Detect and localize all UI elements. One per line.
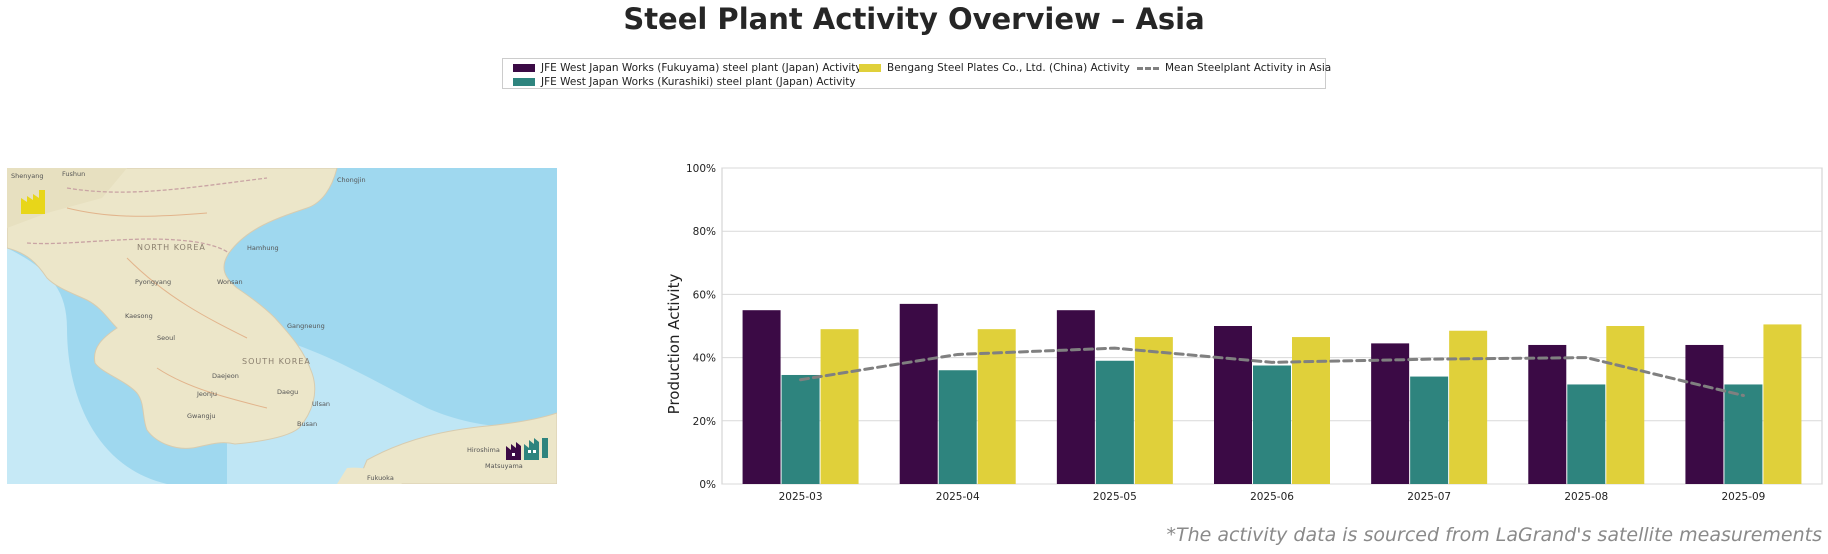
legend-item-kurashiki: JFE West Japan Works (Kurashiki) steel p…	[513, 76, 856, 88]
legend-item-mean: Mean Steelplant Activity in Asia	[1137, 62, 1331, 74]
map-kyushu-land	[337, 467, 402, 484]
map-korea-landmass	[7, 168, 338, 449]
map-road-2	[156, 367, 268, 409]
bar-fukuyama	[1528, 344, 1567, 484]
x-tick-label: 2025-03	[779, 491, 823, 503]
map-svg: NORTH KOREA SOUTH KOREA Pyongyang Seoul …	[7, 168, 557, 484]
bar-kurashiki	[1253, 365, 1291, 484]
bar-bengang	[1606, 326, 1645, 484]
legend-item-fukuyama: JFE West Japan Works (Fukuyama) steel pl…	[513, 62, 862, 74]
y-tick-label: 40%	[693, 353, 716, 365]
factory-icon-bengang	[21, 190, 45, 214]
map-label-chongjin: Chongjin	[337, 176, 366, 184]
bar-kurashiki	[1095, 360, 1134, 484]
chart-title: Steel Plant Activity Overview – Asia	[623, 2, 1205, 36]
map-label-jeonju: Jeonju	[196, 390, 217, 398]
x-tick-label: 2025-09	[1721, 491, 1765, 503]
bar-bengang	[1134, 337, 1173, 484]
map-label-fushun: Fushun	[62, 170, 85, 178]
map-label-busan: Busan	[297, 420, 317, 428]
map-label-shenyang: Shenyang	[11, 172, 43, 180]
x-tick-label: 2025-04	[936, 491, 980, 503]
y-tick-label: 0%	[699, 479, 716, 491]
bar-bengang	[1292, 337, 1330, 484]
bar-bengang	[977, 329, 1016, 484]
y-tick-label: 20%	[693, 416, 716, 428]
x-tick-label: 2025-08	[1564, 491, 1608, 503]
map-label-hiroshima: Hiroshima	[467, 446, 500, 454]
bar-bengang	[1449, 330, 1488, 484]
x-tick-label: 2025-05	[1093, 491, 1137, 503]
legend-label-bengang: Bengang Steel Plates Co., Ltd. (China) A…	[887, 62, 1130, 74]
legend-item-bengang: Bengang Steel Plates Co., Ltd. (China) A…	[859, 62, 1130, 74]
bar-bengang	[820, 329, 859, 484]
legend-line-mean	[1137, 66, 1159, 70]
map-label-daegu: Daegu	[277, 388, 298, 396]
map-label-south-korea: SOUTH KOREA	[242, 357, 311, 366]
map-label-kaesong: Kaesong	[125, 312, 153, 320]
bar-fukuyama	[1685, 344, 1724, 484]
map-label-seoul: Seoul	[157, 334, 175, 342]
y-tick-label: 100%	[686, 163, 716, 175]
bar-kurashiki	[781, 374, 820, 484]
bars-layer	[742, 303, 1802, 484]
bar-fukuyama	[899, 303, 938, 484]
x-tick-label: 2025-06	[1250, 491, 1294, 503]
legend-label-mean: Mean Steelplant Activity in Asia	[1165, 62, 1332, 74]
bar-bengang	[1763, 324, 1802, 484]
map-shallow-sea-west	[7, 248, 167, 484]
map-label-pyongyang: Pyongyang	[135, 278, 171, 286]
y-tick-label: 80%	[693, 226, 716, 238]
factory-icon-mean	[542, 438, 548, 458]
labels-layer: 0% 20% 40% 60% 80% 100% 2025-03 2025-04 2025-05 2…	[686, 163, 1765, 503]
legend: JFE West Japan Works (Fukuyama) steel pl…	[502, 58, 1331, 89]
footnote: *The activity data is sourced from LaGra…	[1166, 524, 1822, 546]
bar-fukuyama	[1056, 310, 1095, 484]
map-label-fukuoka: Fukuoka	[367, 474, 394, 482]
factory-icon-kurashiki	[524, 438, 539, 460]
map-label-ulsan: Ulsan	[312, 400, 330, 408]
bar-fukuyama	[742, 310, 781, 484]
y-tick-label: 60%	[693, 289, 716, 301]
map-label-daejeon: Daejeon	[212, 372, 239, 380]
map-label-wonsan: Wonsan	[217, 278, 243, 286]
bar-kurashiki	[938, 370, 977, 484]
bar-kurashiki	[1410, 376, 1449, 484]
map-label-gwangju: Gwangju	[187, 412, 216, 420]
map-road-1	[126, 257, 248, 339]
legend-swatch-kurashiki	[513, 78, 535, 86]
map-japan-land	[356, 412, 557, 484]
mean-activity-line	[799, 346, 1745, 398]
map-border-china-dprk	[66, 177, 268, 193]
bar-kurashiki	[1567, 384, 1606, 484]
map-label-gangneung: Gangneung	[287, 322, 325, 330]
legend-label-fukuyama: JFE West Japan Works (Fukuyama) steel pl…	[541, 62, 862, 74]
map-panel: NORTH KOREA SOUTH KOREA Pyongyang Seoul …	[7, 168, 557, 484]
bar-kurashiki	[1724, 384, 1763, 484]
legend-swatch-fukuyama	[513, 64, 535, 72]
bar-fukuyama	[1371, 343, 1410, 484]
map-label-hamhung: Hamhung	[247, 244, 279, 252]
map-border-dprk-rok	[26, 238, 230, 254]
map-road-3	[66, 207, 208, 217]
legend-swatch-bengang	[859, 64, 881, 72]
x-tick-label: 2025-07	[1407, 491, 1451, 503]
y-axis-label: Production Activity	[665, 274, 683, 415]
legend-label-kurashiki: JFE West Japan Works (Kurashiki) steel p…	[541, 76, 856, 88]
bar-fukuyama	[1214, 326, 1252, 484]
line-layer	[799, 346, 1745, 398]
map-label-matsuyama: Matsuyama	[485, 462, 523, 470]
factory-icon-fukuyama	[506, 442, 521, 460]
map-label-north-korea: NORTH KOREA	[137, 243, 206, 252]
